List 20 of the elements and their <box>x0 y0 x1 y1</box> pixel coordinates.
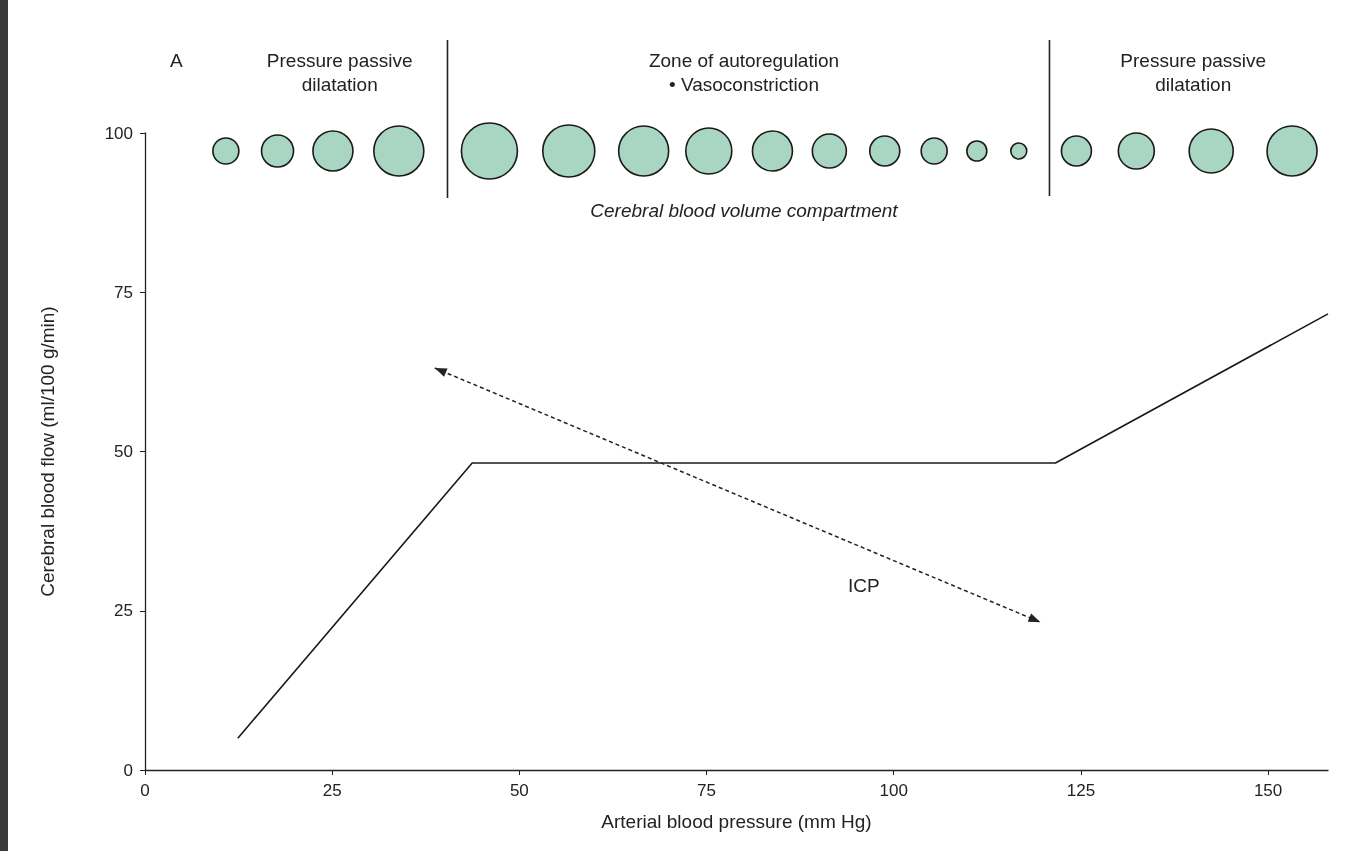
x-axis-title: Arterial blood pressure (mm Hg) <box>601 811 872 832</box>
y-tick-label: 25 <box>114 601 133 621</box>
y-axis-title: Cerebral blood flow (ml/100 g/min) <box>37 306 58 597</box>
text: Pressure passive dilatation <box>1120 49 1267 95</box>
x-tick-label: 150 <box>1253 781 1283 800</box>
x-tick-label: 75 <box>697 781 717 800</box>
text: Pressure passive dilatation <box>266 49 413 95</box>
y-tick-label: 75 <box>114 282 133 302</box>
x-tick-label: 125 <box>1066 781 1096 800</box>
y-tick-label: 0 <box>123 760 133 780</box>
x-tick-label: 25 <box>322 781 342 800</box>
y-tick-label: 50 <box>114 442 133 461</box>
y-tick-label: 100 <box>104 123 133 143</box>
x-tick-label: 0 <box>140 781 150 800</box>
x-tick-label: 50 <box>509 781 529 800</box>
x-tick-label: 100 <box>879 781 908 800</box>
annotation: Cerebral blood volume compartment <box>590 199 899 221</box>
text: A <box>170 49 183 71</box>
text: Zone of autoregulation • Vasoconstriction <box>648 49 840 95</box>
annotation: ICP <box>847 574 880 596</box>
